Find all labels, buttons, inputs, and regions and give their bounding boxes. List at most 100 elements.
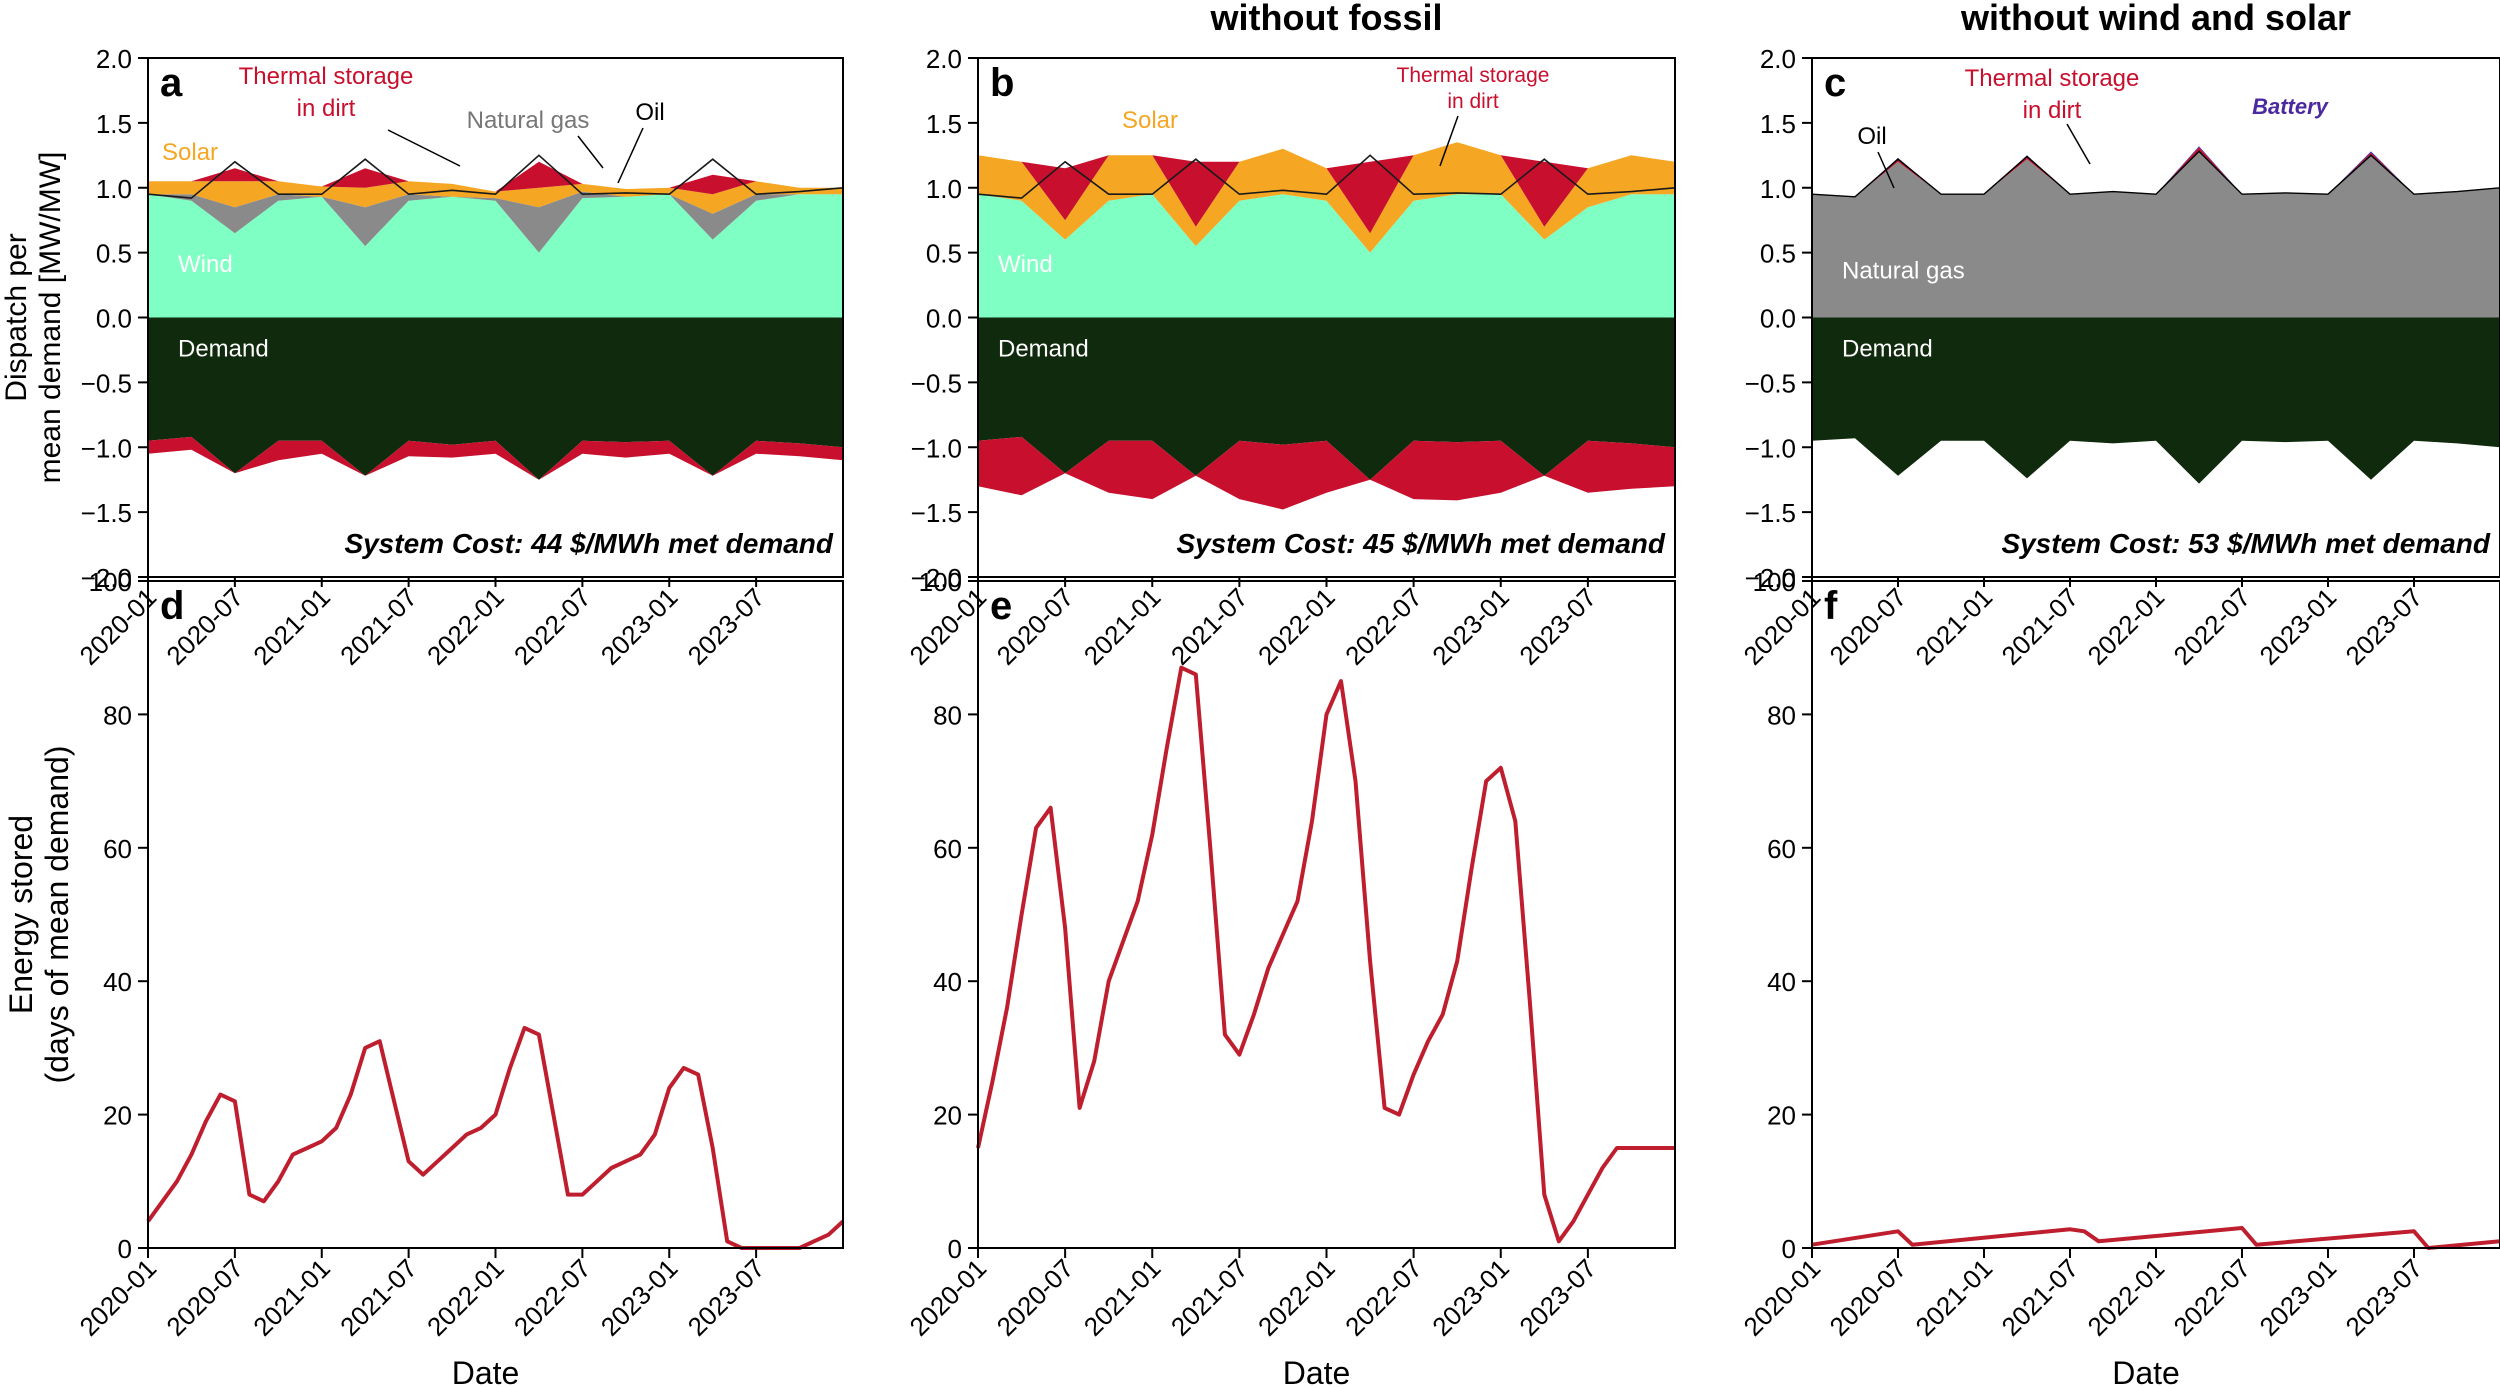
y-tick-label: 60 bbox=[933, 834, 962, 864]
x-tick-label: 2021-07 bbox=[334, 582, 423, 671]
y-tick-label: −2.0 bbox=[1745, 563, 1796, 593]
panel-c: 2.01.51.00.50.0−0.5−1.0−1.5−2.02020-0120… bbox=[1738, 44, 2500, 671]
x-tick-label: 2021-01 bbox=[1078, 582, 1167, 671]
annotation-solar: Solar bbox=[162, 139, 218, 166]
leader-line bbox=[617, 127, 644, 184]
x-axis-label: Date bbox=[1283, 1355, 1351, 1387]
annotation-oil: Oil bbox=[1857, 123, 1886, 150]
column-title-2: without fossil bbox=[1210, 0, 1443, 38]
area-demand bbox=[978, 317, 1675, 480]
y-tick-label: 20 bbox=[1767, 1101, 1796, 1131]
area-solar bbox=[978, 142, 1675, 253]
x-tick-label: 2023-01 bbox=[1426, 1253, 1515, 1342]
system-cost-label: System Cost: 44 $/MWh met demand bbox=[344, 528, 833, 559]
y-tick-label: 0.0 bbox=[926, 304, 962, 334]
annotation-oil: Oil bbox=[635, 99, 664, 126]
y-tick-label: 0.5 bbox=[96, 239, 132, 269]
x-tick-label: 2020-01 bbox=[74, 1253, 163, 1342]
y-tick-label: −1.0 bbox=[911, 433, 962, 463]
x-tick-label: 2020-07 bbox=[160, 1253, 249, 1342]
area-thermal-charging bbox=[978, 436, 1675, 510]
y-tick-label: 1.0 bbox=[96, 174, 132, 204]
annotation-wind: Wind bbox=[998, 251, 1053, 278]
energy-stored-line bbox=[146, 1025, 845, 1250]
panel-d-frame bbox=[147, 580, 844, 1249]
x-tick-label: 2021-07 bbox=[1996, 1253, 2085, 1342]
x-tick-label: 2022-01 bbox=[421, 582, 510, 671]
y-tick-label: 40 bbox=[933, 967, 962, 997]
x-tick-label: 2021-01 bbox=[1910, 582, 1999, 671]
panel-a: 2.01.51.00.50.0−0.5−1.0−1.5−2.02020-0120… bbox=[74, 44, 844, 671]
area-thermal-storage-in-dirt bbox=[148, 161, 843, 195]
energy-stored-line bbox=[1811, 1226, 2500, 1250]
annotation-solar: Solar bbox=[1122, 107, 1178, 134]
x-tick-label: 2022-07 bbox=[1339, 582, 1428, 671]
x-tick-label: 2021-01 bbox=[247, 582, 336, 671]
x-tick-label: 2023-07 bbox=[682, 582, 771, 671]
x-tick-label: 2023-07 bbox=[2340, 1253, 2429, 1342]
leader-line bbox=[387, 129, 461, 167]
annotation-in-dirt: in dirt bbox=[297, 95, 356, 122]
y-tick-label: −2.0 bbox=[81, 563, 132, 593]
area-solar bbox=[148, 181, 843, 214]
x-tick-label: 2022-07 bbox=[2168, 1253, 2257, 1342]
area-demand bbox=[148, 317, 843, 480]
x-tick-label: 2021-01 bbox=[1078, 1253, 1167, 1342]
y-tick-label: 1.5 bbox=[926, 109, 962, 139]
annotation-demand: Demand bbox=[998, 335, 1089, 362]
system-cost-label: System Cost: 53 $/MWh met demand bbox=[2001, 528, 2490, 559]
y-tick-label: −0.5 bbox=[911, 368, 962, 398]
area-demand bbox=[1812, 317, 2500, 484]
x-tick-label: 2023-07 bbox=[682, 1253, 771, 1342]
panel-b: 2.01.51.00.50.0−0.5−1.0−1.5−2.02020-0120… bbox=[904, 44, 1676, 671]
y-tick-label: −1.5 bbox=[81, 498, 132, 528]
annotation-in-dirt: in dirt bbox=[2023, 97, 2082, 124]
demand-line bbox=[978, 154, 1675, 199]
leader-line bbox=[2066, 123, 2091, 165]
x-tick-label: 2021-01 bbox=[1910, 1253, 1999, 1342]
y-tick-label: 1.0 bbox=[1760, 174, 1796, 204]
y-tick-label: −0.5 bbox=[1745, 368, 1796, 398]
panel-f: 1008060402002020-012020-072021-012021-07… bbox=[1738, 567, 2500, 1387]
x-tick-label: 2023-01 bbox=[595, 1253, 684, 1342]
area-thermal-storage-in-dirt bbox=[978, 142, 1675, 234]
column-title-3: without wind and solar bbox=[1960, 0, 2351, 38]
y-tick-label: −1.0 bbox=[81, 433, 132, 463]
x-tick-label: 2022-07 bbox=[2168, 582, 2257, 671]
y-tick-label: 1.5 bbox=[1760, 109, 1796, 139]
y-tick-label: 100 bbox=[89, 567, 132, 597]
x-tick-label: 2021-01 bbox=[247, 1253, 336, 1342]
x-tick-label: 2023-01 bbox=[2254, 1253, 2343, 1342]
y-tick-label: 60 bbox=[1767, 834, 1796, 864]
annotation-in-dirt: in dirt bbox=[1447, 90, 1499, 113]
y-tick-label: 0 bbox=[948, 1234, 962, 1264]
x-tick-label: 2022-01 bbox=[2082, 1253, 2171, 1342]
x-tick-label: 2020-07 bbox=[991, 1253, 1080, 1342]
y-tick-label: 80 bbox=[933, 700, 962, 730]
x-tick-label: 2023-07 bbox=[1513, 1253, 1602, 1342]
y-tick-label: 1.5 bbox=[96, 109, 132, 139]
x-tick-label: 2021-07 bbox=[1165, 1253, 1254, 1342]
y-tick-label: 80 bbox=[103, 700, 132, 730]
annotation-wind: Wind bbox=[178, 251, 233, 278]
x-tick-label: 2020-01 bbox=[1738, 1253, 1827, 1342]
x-tick-label: 2022-01 bbox=[1252, 1253, 1341, 1342]
panel-d: 1008060402002020-012020-072021-012021-07… bbox=[74, 567, 845, 1387]
area-natural-gas bbox=[148, 191, 843, 253]
panel-letter: e bbox=[990, 584, 1012, 628]
x-tick-label: 2022-01 bbox=[2082, 582, 2171, 671]
x-tick-label: 2022-01 bbox=[421, 1253, 510, 1342]
annotation-demand: Demand bbox=[178, 335, 269, 362]
annotation-natural-gas: Natural gas bbox=[1842, 258, 1965, 285]
y-tick-label: −1.0 bbox=[1745, 433, 1796, 463]
y-tick-label: 80 bbox=[1767, 700, 1796, 730]
panel-letter: b bbox=[990, 61, 1014, 105]
system-cost-label: System Cost: 45 $/MWh met demand bbox=[1176, 528, 1665, 559]
panel-letter: a bbox=[160, 61, 183, 105]
area-wind bbox=[978, 194, 1675, 318]
x-axis-label: Date bbox=[2112, 1355, 2180, 1387]
panel-e: 1008060402002020-012020-072021-012021-07… bbox=[904, 567, 1676, 1387]
y-tick-label: 0.5 bbox=[1760, 239, 1796, 269]
panel-letter: d bbox=[160, 584, 184, 628]
annotation-thermal-storage: Thermal storage bbox=[1965, 65, 2140, 92]
